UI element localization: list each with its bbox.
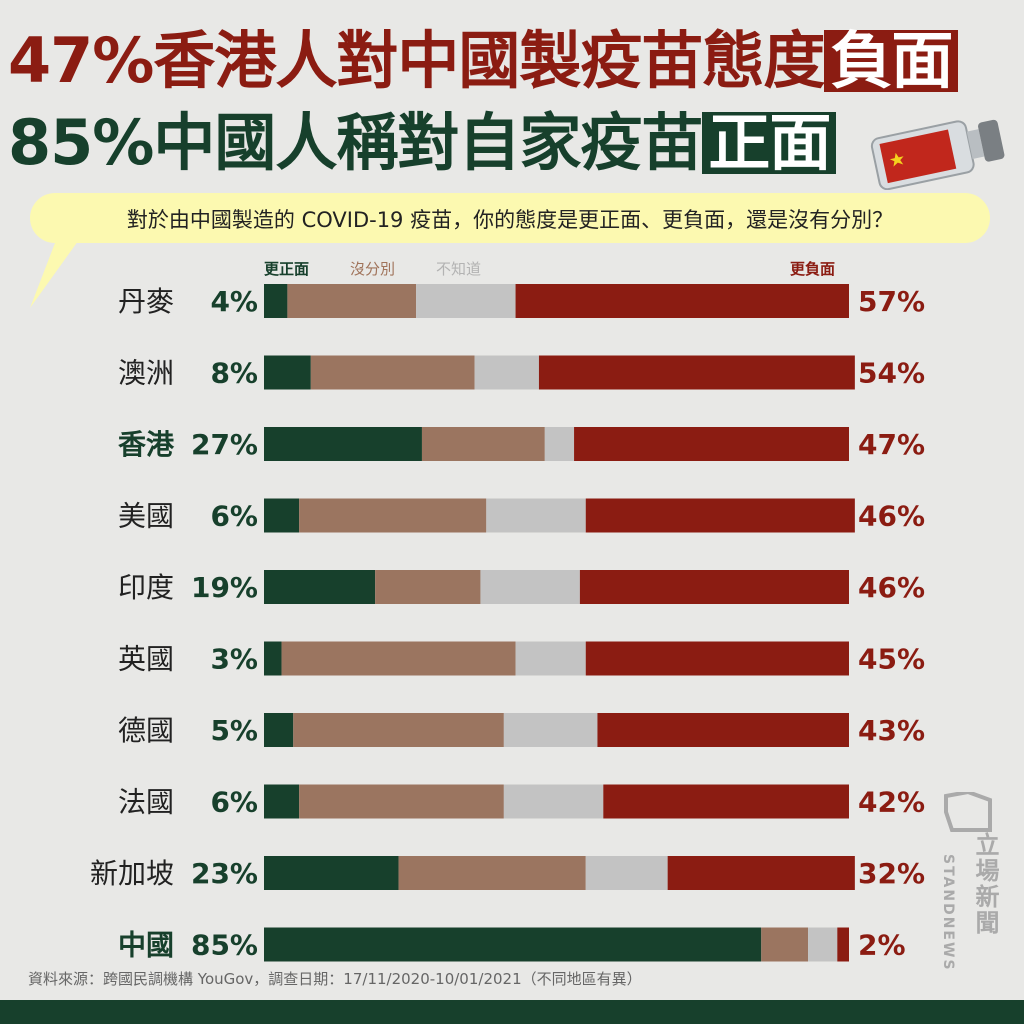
- bar-segment-negative: [515, 284, 849, 318]
- positive-value-label: 27%: [191, 428, 258, 461]
- negative-value-label: 2%: [858, 929, 906, 962]
- bar-segment-positive: [264, 856, 399, 890]
- bar-segment-neutral: [287, 284, 417, 318]
- bar-segment-negative: [579, 570, 849, 604]
- bar-segment-neutral: [299, 498, 487, 533]
- bar-segment-positive: [264, 713, 294, 747]
- country-label: 英國: [118, 643, 174, 676]
- bar-segment-positive: [264, 641, 282, 676]
- bar-segment-negative: [574, 427, 849, 461]
- country-label: 丹麥: [118, 285, 174, 318]
- bar-segment-neutral: [299, 784, 504, 819]
- country-label: 澳洲: [118, 357, 174, 390]
- bar-segment-unknown: [480, 570, 580, 604]
- positive-value-label: 23%: [191, 857, 258, 890]
- bar-segment-neutral: [375, 570, 481, 604]
- bar-segment-negative: [667, 856, 855, 890]
- title-line-2-text: 85%中國人稱對自家疫苗: [8, 106, 703, 179]
- bar-segment-negative: [585, 641, 849, 676]
- bar-segment-positive: [264, 284, 288, 318]
- title-line-1-text: 47%香港人對中國製疫苗態度: [8, 24, 825, 97]
- bar-segment-positive: [264, 427, 422, 461]
- bar-segment-neutral: [310, 355, 475, 390]
- question-bubble: 對於由中國製造的 COVID-19 疫苗，你的態度是更正面、更負面，還是沒有分別…: [30, 193, 990, 243]
- bar-segment-unknown: [544, 427, 575, 461]
- question-text: 對於由中國製造的 COVID-19 疫苗，你的態度是更正面、更負面，還是沒有分別…: [126, 208, 894, 232]
- positive-value-label: 3%: [210, 643, 258, 676]
- negative-value-label: 43%: [858, 714, 925, 747]
- positive-value-label: 5%: [210, 714, 258, 747]
- positive-value-label: 6%: [210, 500, 258, 533]
- bar-segment-neutral: [398, 856, 586, 890]
- legend-positive: 更正面: [264, 260, 310, 278]
- bar-segment-positive: [264, 355, 311, 390]
- negative-value-label: 47%: [858, 428, 925, 461]
- bar-segment-unknown: [808, 927, 838, 962]
- country-label: 美國: [118, 500, 174, 533]
- bar-segment-positive: [264, 498, 300, 533]
- bar-segment-unknown: [503, 713, 598, 747]
- country-label: 德國: [118, 714, 174, 747]
- bar-segment-positive: [264, 570, 376, 604]
- country-label: 中國: [118, 929, 174, 962]
- legend-unknown: 不知道: [436, 260, 482, 278]
- bar-segment-positive: [264, 927, 762, 962]
- title-line-2-highlight: 正面: [702, 112, 837, 174]
- bar-segment-unknown: [515, 641, 586, 676]
- positive-value-label: 4%: [210, 285, 258, 318]
- bar-segment-unknown: [503, 784, 604, 819]
- bar-segment-unknown: [474, 355, 539, 390]
- brand-chinese: 立場新聞: [971, 832, 999, 936]
- positive-value-label: 85%: [191, 929, 258, 962]
- country-label: 印度: [118, 571, 174, 604]
- bar-segment-neutral: [281, 641, 516, 676]
- footer-bar: [0, 1000, 1024, 1024]
- positive-value-label: 6%: [210, 786, 258, 819]
- bar-segment-negative: [585, 498, 855, 533]
- country-label: 法國: [118, 786, 174, 819]
- title-line-1: 47%香港人對中國製疫苗態度負面: [8, 30, 959, 92]
- negative-value-label: 46%: [858, 571, 925, 604]
- legend-neutral: 沒分別: [350, 260, 396, 278]
- negative-value-label: 57%: [858, 285, 925, 318]
- standnews-logo-icon: [944, 792, 992, 832]
- brand: 立場新聞 STANDNEWS: [932, 792, 1002, 992]
- bar-segment-neutral: [421, 427, 545, 461]
- country-label: 新加坡: [90, 857, 174, 890]
- bar-segment-negative: [603, 784, 849, 819]
- bar-segment-negative: [538, 355, 855, 390]
- legend-negative: 更負面: [790, 260, 836, 278]
- bar-segment-positive: [264, 784, 300, 819]
- bar-segment-unknown: [486, 498, 586, 533]
- source-note: 資料來源：跨國民調機構 YouGov，調查日期：17/11/2020-10/01…: [28, 970, 642, 988]
- bar-segment-neutral: [761, 927, 809, 962]
- title-line-1-highlight: 負面: [824, 30, 959, 92]
- speech-bubble-tail: [30, 230, 86, 308]
- brand-english: STANDNEWS: [940, 854, 956, 972]
- negative-value-label: 45%: [858, 643, 925, 676]
- china-flag-vaccine-vial-icon: [870, 119, 1005, 190]
- bar-segment-neutral: [293, 713, 504, 747]
- title-line-2: 85%中國人稱對自家疫苗正面: [8, 112, 837, 174]
- country-label: 香港: [118, 428, 175, 461]
- negative-value-label: 54%: [858, 357, 925, 390]
- negative-value-label: 46%: [858, 500, 925, 533]
- bar-segment-negative: [597, 713, 849, 747]
- bar-segment-negative: [837, 927, 849, 962]
- negative-value-label: 32%: [858, 857, 925, 890]
- bar-segment-unknown: [416, 284, 516, 318]
- negative-value-label: 42%: [858, 786, 925, 819]
- positive-value-label: 8%: [210, 357, 258, 390]
- bar-segment-unknown: [585, 856, 668, 890]
- positive-value-label: 19%: [191, 571, 258, 604]
